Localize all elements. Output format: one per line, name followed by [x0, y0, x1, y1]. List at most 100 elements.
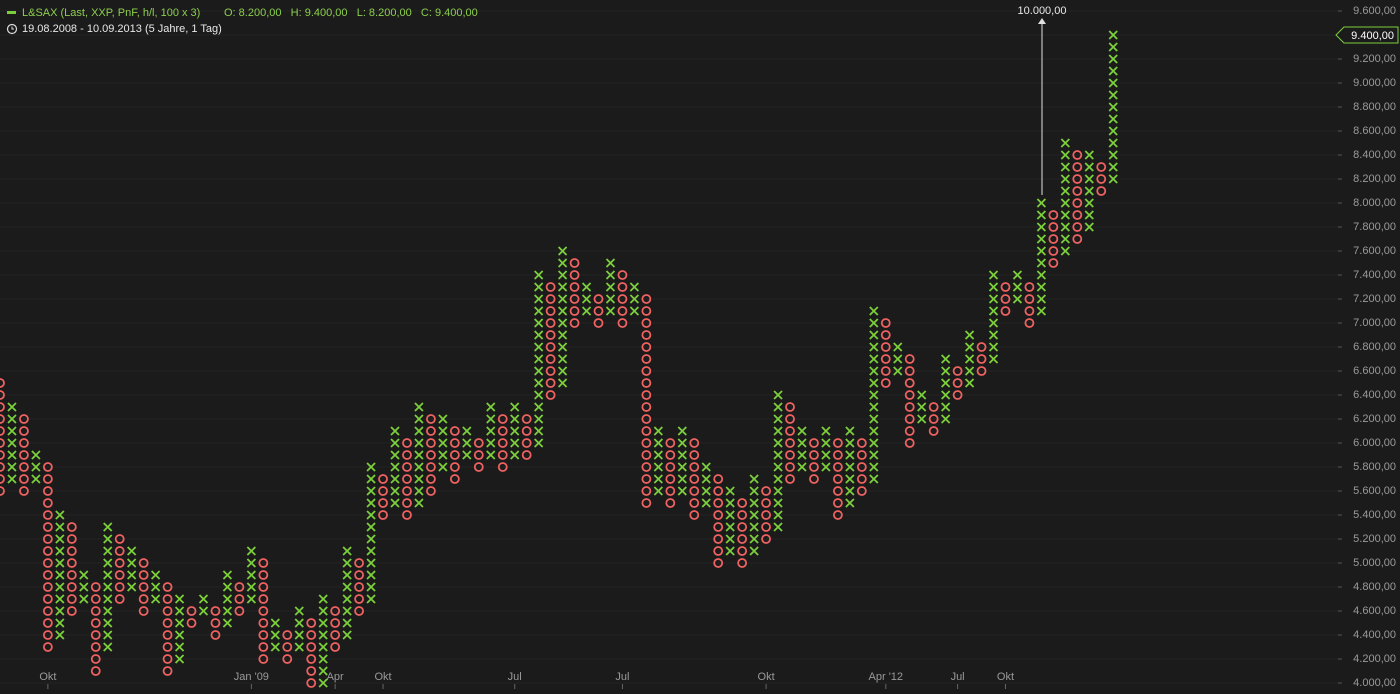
o-column [19, 414, 29, 496]
x-box [103, 546, 113, 556]
o-box [928, 426, 939, 436]
o-box [402, 438, 412, 448]
x-column [1060, 138, 1070, 256]
o-box [234, 594, 245, 604]
x-box [390, 450, 400, 460]
chart-subtitle: 19.08.2008 - 10.09.2013 (5 Jahre, 1 Tag) [22, 23, 222, 35]
x-box [79, 570, 89, 580]
o-column [497, 414, 508, 472]
o-column [90, 582, 101, 676]
x-box [246, 582, 257, 592]
x-box [773, 474, 783, 484]
o-box [569, 270, 580, 280]
x-box [318, 630, 328, 640]
x-box [366, 582, 376, 592]
x-box [55, 606, 65, 616]
x-box [55, 618, 65, 628]
x-box [534, 414, 544, 424]
o-box [402, 474, 412, 484]
o-box [641, 294, 652, 304]
o-column [449, 426, 460, 484]
o-box [928, 402, 939, 412]
y-tick-label: 9.600,00 [1353, 5, 1396, 17]
x-column [318, 594, 328, 688]
o-box [330, 618, 341, 628]
y-tick-label: 5.200,00 [1353, 533, 1396, 545]
x-box [1060, 222, 1070, 232]
o-box [42, 630, 53, 640]
o-box [42, 498, 53, 508]
x-column [1084, 150, 1094, 232]
o-box [42, 618, 53, 628]
o-column [856, 438, 867, 496]
o-box [569, 258, 580, 268]
o-box [761, 498, 771, 508]
o-box [306, 642, 317, 652]
o-box [785, 426, 795, 436]
x-box [749, 510, 759, 520]
x-box [270, 618, 280, 628]
legend-swatch [7, 11, 16, 14]
x-box [318, 666, 328, 676]
o-box [497, 462, 508, 472]
o-box [426, 414, 436, 424]
o-box [0, 426, 5, 436]
o-box [880, 378, 891, 388]
x-box [174, 606, 185, 616]
x-box [988, 330, 999, 340]
o-box [904, 366, 915, 376]
o-box [737, 498, 748, 508]
o-box [641, 486, 652, 496]
x-box [342, 546, 352, 556]
x-box [1108, 126, 1118, 136]
y-tick-label: 8.400,00 [1353, 149, 1396, 161]
x-box [103, 606, 113, 616]
o-box [1072, 210, 1083, 220]
x-box [366, 498, 376, 508]
x-box [940, 378, 951, 388]
o-column [42, 462, 53, 652]
x-box [677, 438, 687, 448]
o-box [354, 594, 365, 604]
x-box [438, 426, 448, 436]
x-column [1108, 30, 1118, 184]
x-box [1108, 174, 1118, 184]
x-column [510, 402, 520, 460]
x-box [1060, 234, 1070, 244]
x-box [940, 402, 951, 412]
x-box [462, 426, 472, 436]
x-box [725, 510, 735, 520]
x-box [869, 402, 879, 412]
o-box [1072, 150, 1083, 160]
o-box [330, 606, 341, 616]
x-box [988, 270, 999, 280]
o-box [114, 582, 125, 592]
o-box [0, 414, 5, 424]
y-tick-label: 4.000,00 [1353, 677, 1396, 689]
last-value-label: 9.400,00 [1351, 30, 1394, 42]
o-box [665, 438, 676, 448]
o-column [282, 630, 293, 664]
x-column [725, 486, 735, 556]
o-box [737, 534, 748, 544]
o-box [42, 558, 53, 568]
o-box [545, 390, 556, 400]
o-box [306, 654, 317, 664]
o-column [330, 606, 341, 652]
x-box [294, 618, 304, 628]
o-box [449, 426, 460, 436]
x-box [534, 378, 544, 388]
o-box [42, 606, 53, 616]
o-box [833, 438, 843, 448]
o-box [497, 426, 508, 436]
o-box [426, 462, 436, 472]
x-box [486, 414, 496, 424]
x-box [174, 594, 185, 604]
o-box [0, 450, 5, 460]
x-box [845, 462, 855, 472]
y-tick-label: 9.000,00 [1353, 77, 1396, 89]
o-box [569, 294, 580, 304]
x-column [294, 606, 304, 652]
o-box [617, 270, 628, 280]
